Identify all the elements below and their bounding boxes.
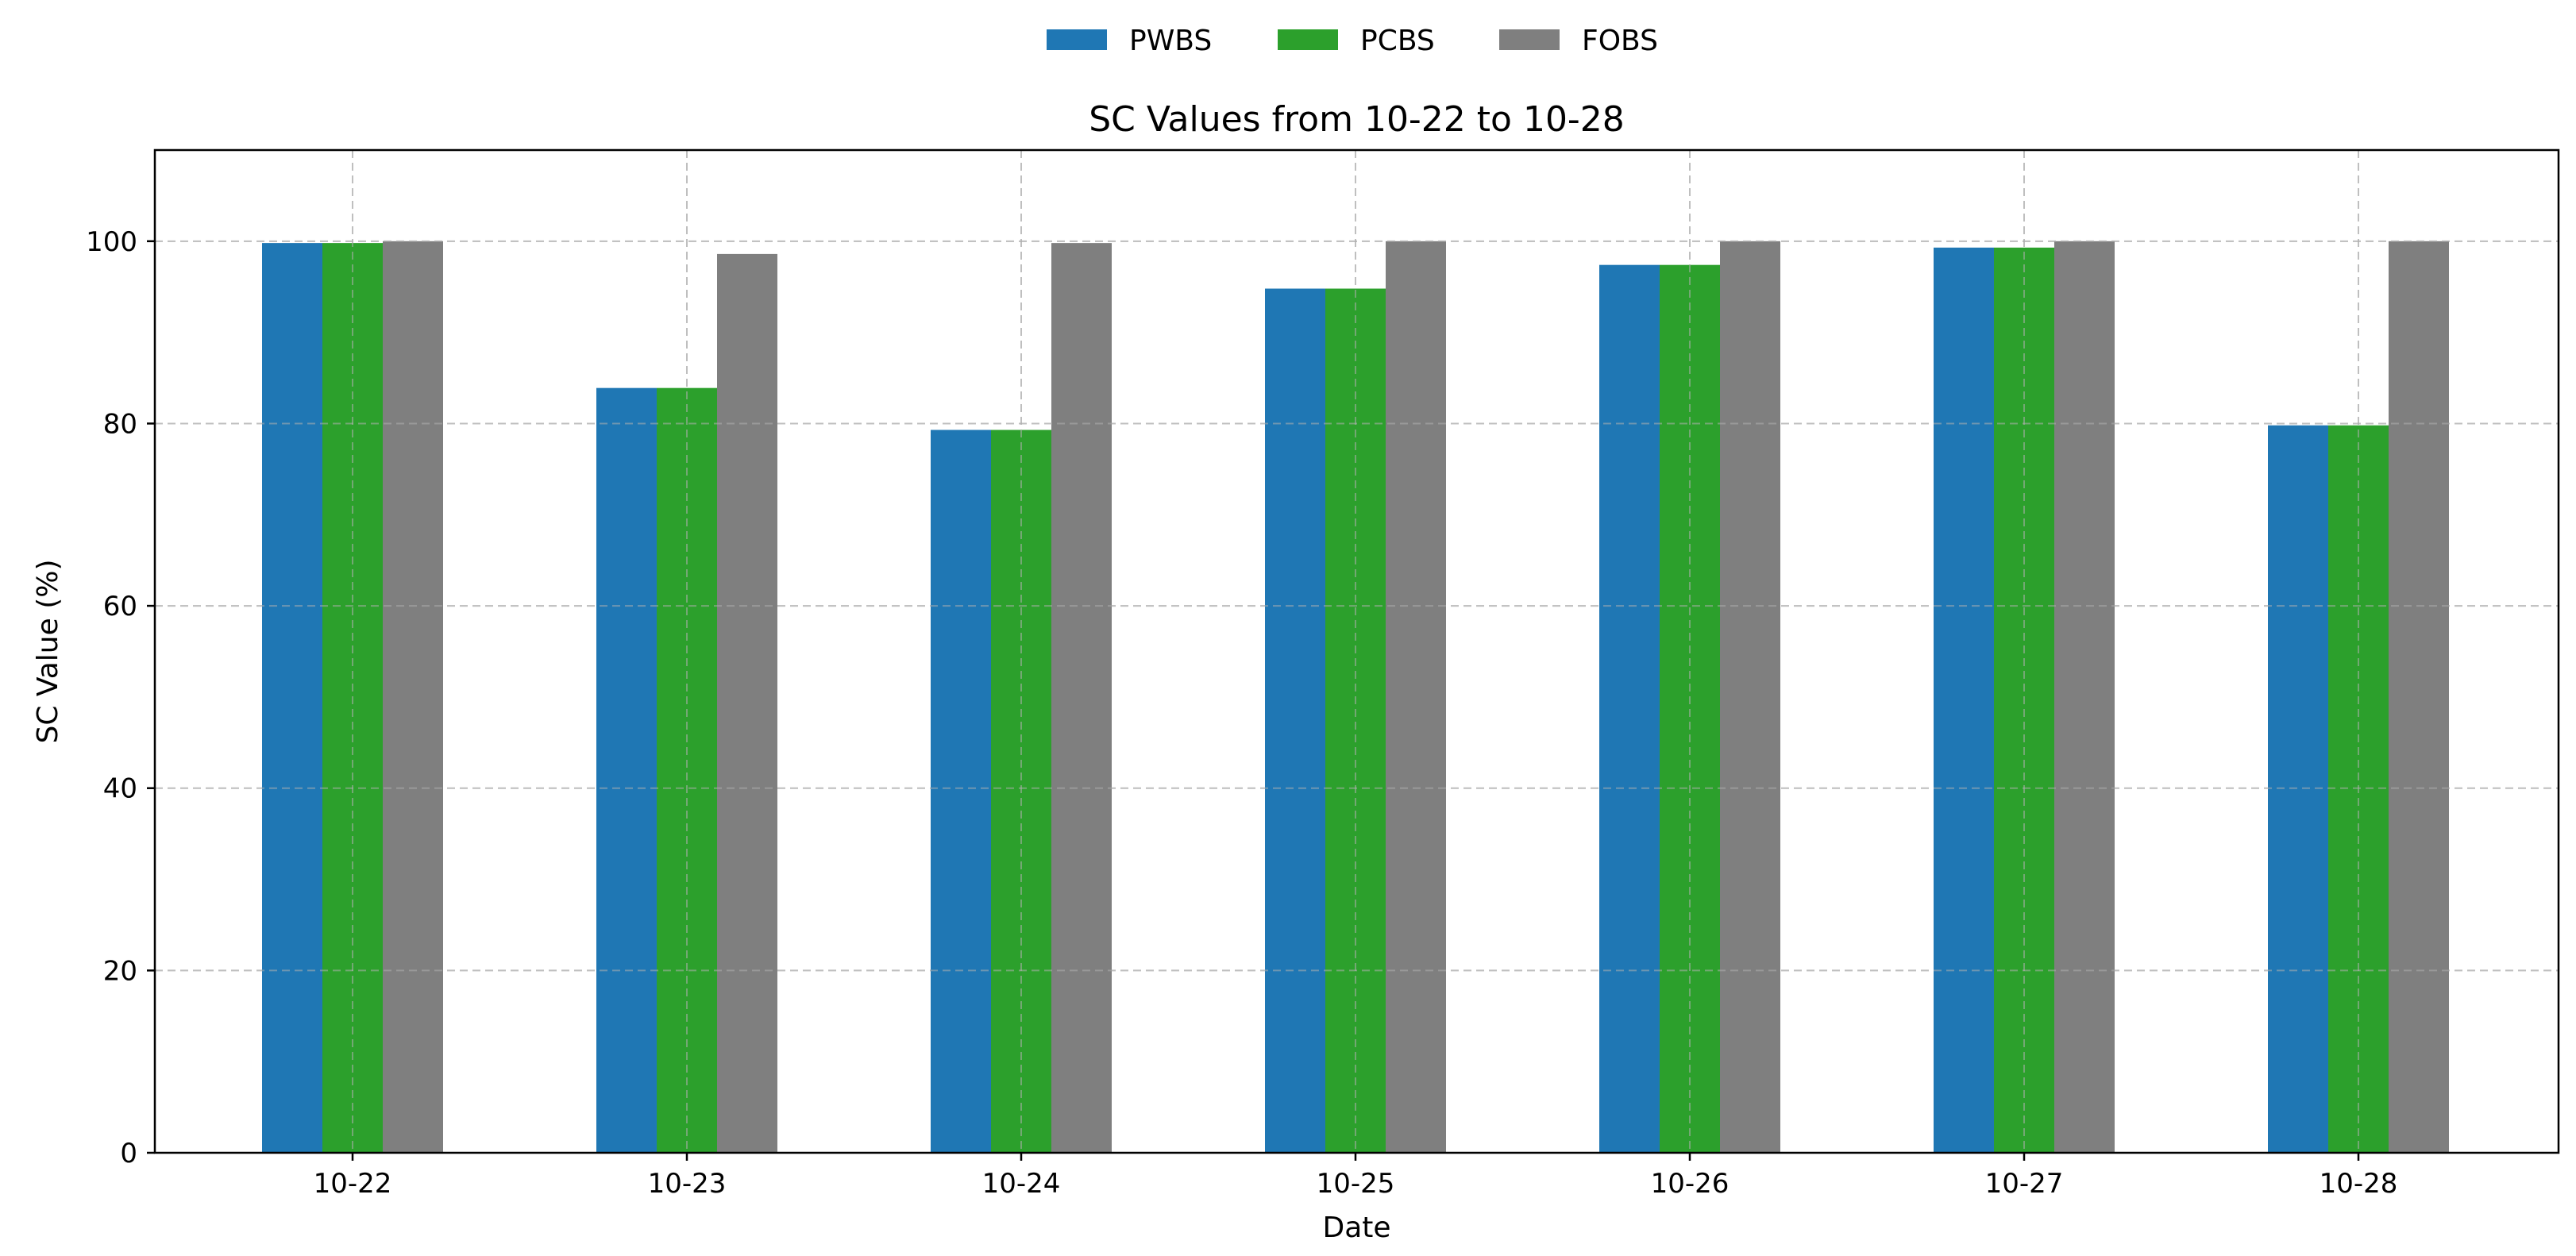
y-tick-label: 0 [120,1138,137,1169]
bar-pwbs-10-24 [931,430,991,1153]
legend-swatch-pwbs [1047,29,1107,50]
plot-frame [153,148,2560,1154]
x-tick-label: 10-25 [1317,1168,1395,1200]
chart-title: SC Values from 10-22 to 10-28 [1089,99,1625,140]
bar-fobs-10-26 [1720,241,1780,1154]
y-tick-label: 60 [103,591,137,622]
x-axis-label: Date [1322,1212,1390,1244]
x-axis: 10-22 10-23 10-24 10-25 10-26 10-27 10-28 [314,1153,2398,1200]
y-tick-label: 20 [103,955,137,987]
legend-label-fobs: FOBS [1582,25,1658,57]
x-tick-label: 10-26 [1651,1168,1730,1200]
x-tick-label: 10-28 [2320,1168,2398,1200]
x-tick-label: 10-22 [314,1168,392,1200]
y-tick-label: 40 [103,773,137,805]
legend-swatch-fobs [1499,29,1560,50]
legend: PWBS PCBS FOBS [1047,25,1658,57]
bar-pwbs-10-25 [1265,288,1325,1153]
x-tick-label: 10-27 [1985,1168,2064,1200]
bar-fobs-10-25 [1386,241,1446,1154]
y-tick-label: 100 [86,226,137,258]
bar-fobs-10-23 [717,253,777,1154]
bar-fobs-10-27 [2054,241,2115,1154]
legend-swatch-pcbs [1278,29,1338,50]
bar-pwbs-10-22 [262,243,322,1154]
legend-label-pwbs: PWBS [1129,25,1212,57]
bar-pwbs-10-23 [596,387,657,1154]
bar-fobs-10-22 [383,241,443,1154]
x-tick-label: 10-23 [648,1168,727,1200]
legend-label-pcbs: PCBS [1360,25,1435,57]
y-axis: 0 20 40 60 80 100 [86,226,155,1169]
bar-pwbs-10-28 [2268,425,2328,1153]
bars [155,150,2559,1154]
bar-fobs-10-28 [2389,241,2449,1154]
y-axis-label: SC Value (%) [32,559,64,743]
bar-pwbs-10-26 [1599,264,1660,1153]
y-tick-label: 80 [103,408,137,440]
bar-pcbs-10-23 [657,387,717,1154]
x-tick-label: 10-24 [982,1168,1061,1200]
bar-fobs-10-24 [1051,243,1112,1154]
bar-pwbs-10-27 [1934,247,1994,1153]
